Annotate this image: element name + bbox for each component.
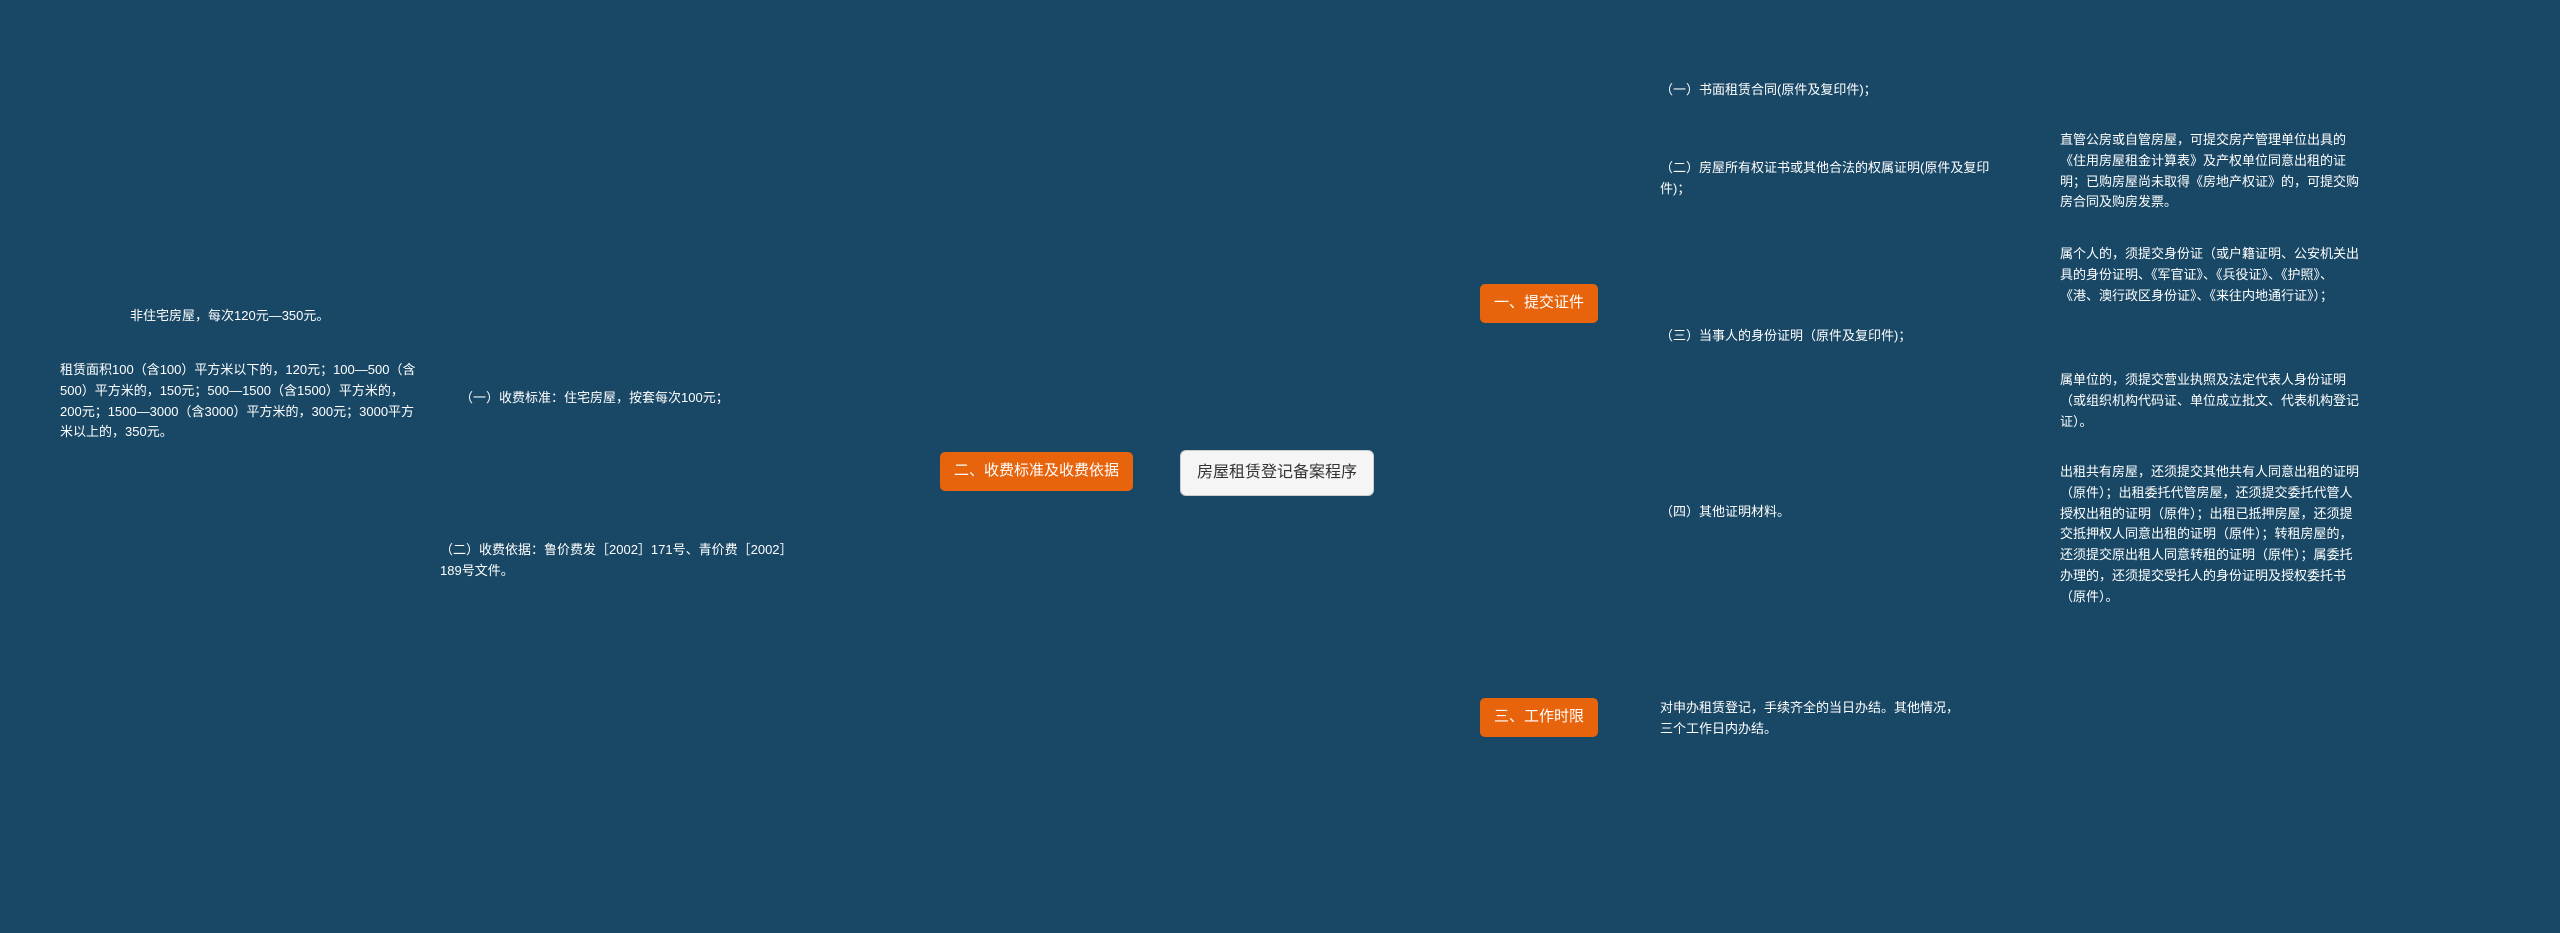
item-identity: （三）当事人的身份证明（原件及复印件)； [1660, 326, 1960, 347]
L-item2: （二）收费依据：鲁价费发［2002］171号、青价费［2002］189号文件。 [440, 540, 800, 582]
work-period-detail: 对申办租赁登记，手续齐全的当日办结。其他情况，三个工作日内办结。 [1660, 698, 1960, 740]
L-detail-a: 非住宅房屋，每次120元—350元。 [130, 306, 420, 327]
item-contract: （一）书面租赁合同(原件及复印件)； [1660, 80, 2000, 101]
root-node[interactable]: 房屋租赁登记备案程序 [1180, 450, 1374, 496]
root-label: 房屋租赁登记备案程序 [1197, 464, 1357, 481]
item-other-materials: （四）其他证明材料。 [1660, 502, 1860, 523]
branch-2-label: 二、收费标准及收费依据 [954, 462, 1119, 479]
item-identity-org: 属单位的，须提交营业执照及法定代表人身份证明（或组织机构代码证、单位成立批文、代… [2060, 370, 2360, 432]
item-identity-personal: 属个人的，须提交身份证（或户籍证明、公安机关出具的身份证明、《军官证》、《兵役证… [2060, 244, 2360, 306]
item-ownership-cert: （二）房屋所有权证书或其他合法的权属证明(原件及复印件)； [1660, 158, 1990, 200]
branch-submit-docs[interactable]: 一、提交证件 [1480, 284, 1598, 323]
branch-work-period[interactable]: 三、工作时限 [1480, 698, 1598, 737]
branch-fee-standard[interactable]: 二、收费标准及收费依据 [940, 452, 1133, 491]
branch-3-label: 三、工作时限 [1494, 708, 1584, 725]
L-detail-b: 租赁面积100（含100）平方米以下的，120元；100—500（含500）平方… [60, 360, 420, 443]
L-item1: （一）收费标准：住宅房屋，按套每次100元； [460, 388, 800, 409]
branch-1-label: 一、提交证件 [1494, 294, 1584, 311]
item-ownership-cert-detail: 直管公房或自管房屋，可提交房产管理单位出具的《住用房屋租金计算表》及产权单位同意… [2060, 130, 2360, 213]
item-other-materials-detail: 出租共有房屋，还须提交其他共有人同意出租的证明（原件）；出租委托代管房屋，还须提… [2060, 462, 2360, 608]
